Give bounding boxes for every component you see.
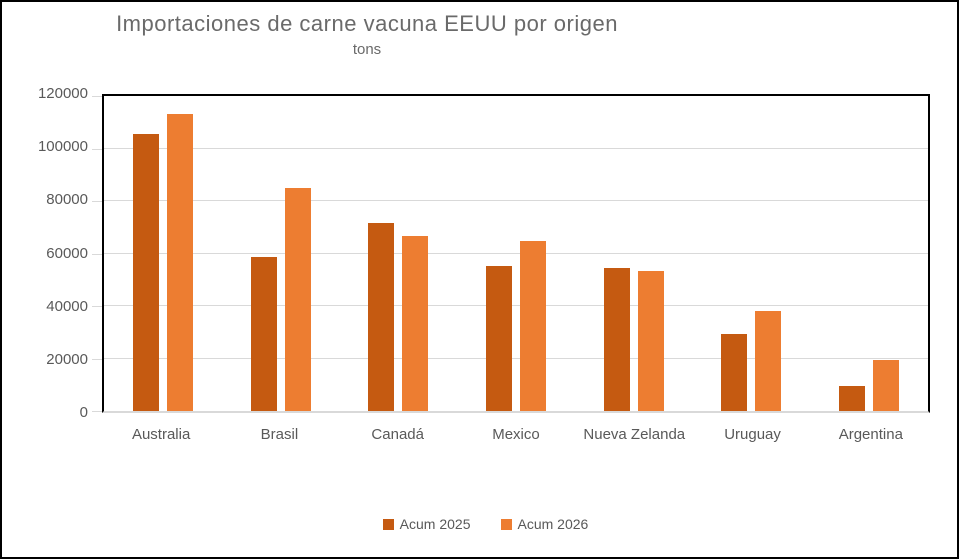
- legend-swatch-icon: [500, 518, 512, 530]
- bar-acum-2026: [637, 270, 664, 411]
- bar-acum-2025: [603, 268, 630, 411]
- bar-acum-2025: [132, 133, 159, 411]
- bar-group-uruguay: [693, 96, 811, 411]
- plot-area: [92, 94, 930, 413]
- y-axis-label: 20000: [46, 350, 88, 368]
- bar-acum-2025: [486, 266, 513, 411]
- bar-acum-2025: [368, 223, 395, 411]
- y-axis-label: 80000: [46, 191, 88, 209]
- bar-group-canadá: [339, 96, 457, 411]
- gridline-40000: [104, 305, 928, 306]
- y-axis-label: 40000: [46, 297, 88, 315]
- x-axis-label: Canadá: [371, 426, 424, 443]
- x-axis-label: Argentina: [838, 426, 903, 443]
- gridline-80000: [104, 200, 928, 201]
- y-tick-40000: [92, 306, 102, 308]
- y-axis-label: 120000: [37, 85, 88, 102]
- legend-item-acum-2025: Acum 2025: [382, 516, 471, 532]
- bar-acum-2025: [839, 386, 866, 411]
- y-axis-label: 100000: [37, 138, 88, 156]
- chart-subtitle: tons: [352, 41, 382, 58]
- bar-groups: [104, 96, 928, 411]
- x-axis-label: Uruguay: [724, 426, 781, 443]
- gridline-100000: [104, 147, 928, 149]
- bar-acum-2026: [166, 113, 193, 411]
- x-axis-label: Australia: [131, 426, 191, 443]
- y-tick-20000: [92, 358, 102, 360]
- gridline-60000: [104, 252, 928, 254]
- bar-group-mexico: [457, 96, 575, 411]
- bar-acum-2026: [755, 311, 782, 411]
- bar-group-australia: [104, 96, 222, 411]
- x-axis-labels: Australia Brasil Canadá Mexico Nueva Zelanda…: [102, 426, 930, 443]
- gridline-20000: [104, 357, 928, 359]
- legend-label: Acum 2026: [517, 516, 589, 532]
- legend-item-acum-2026: Acum 2026: [500, 516, 589, 532]
- x-axis-label: Brasil: [260, 426, 299, 443]
- bar-acum-2025: [721, 334, 748, 411]
- y-tick-100000: [92, 148, 102, 150]
- bar-acum-2026: [284, 187, 311, 411]
- y-axis-label: 0: [79, 404, 88, 421]
- bar-group-nueva-zelanda: [575, 96, 693, 411]
- bar-group-brasil: [222, 96, 340, 411]
- legend: Acum 2025 Acum 2026: [8, 516, 959, 532]
- y-tick-80000: [92, 201, 102, 203]
- chart-header: Importaciones de carne vacuna EEUU por o…: [2, 11, 732, 58]
- x-axis-label: Nueva Zelanda: [583, 426, 686, 443]
- bar-acum-2026: [520, 240, 547, 411]
- legend-label: Acum 2025: [399, 516, 471, 532]
- bar-acum-2025: [250, 257, 277, 411]
- y-tick-120000: [92, 96, 102, 97]
- y-tick-60000: [92, 253, 102, 255]
- chart-title: Importaciones de carne vacuna EEUU por o…: [116, 11, 618, 36]
- legend-swatch-icon: [382, 518, 394, 530]
- bar-acum-2026: [873, 360, 900, 411]
- y-tick-0: [92, 411, 102, 412]
- bar-group-argentina: [810, 96, 928, 411]
- x-axis-label: Mexico: [492, 426, 540, 443]
- bar-acum-2026: [402, 236, 429, 411]
- y-axis-label: 60000: [46, 244, 88, 262]
